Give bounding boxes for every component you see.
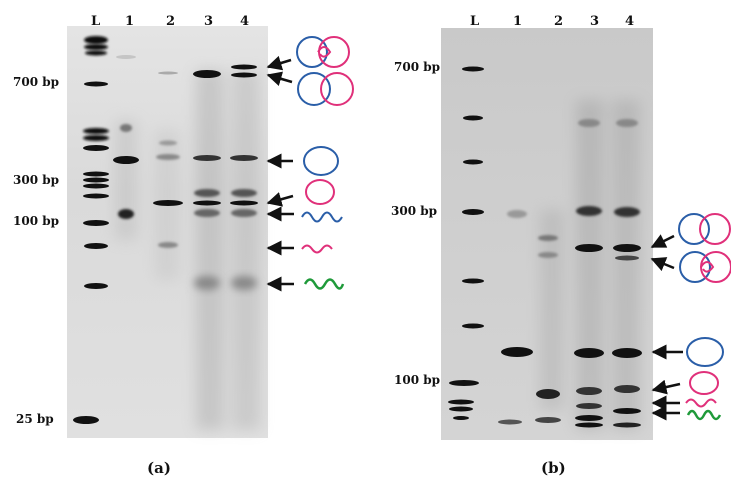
lane-label-a-1: 1 (125, 14, 135, 29)
lane-3-bands-b (574, 119, 604, 428)
panel-caption-b: (b) (541, 459, 566, 477)
arrow-a-2 (266, 71, 293, 86)
lane-label-a-2: 2 (166, 14, 176, 29)
arrow-b-4 (651, 379, 681, 395)
size-marker-a-25: 25 bp (16, 412, 54, 426)
magenta-circle-icon-b (689, 371, 719, 395)
size-marker-b-100: 100 bp (394, 373, 441, 387)
arrows-b (650, 234, 683, 421)
lane-label-a-3: 3 (204, 14, 214, 29)
blue-wave-icon-a (301, 211, 343, 223)
green-wave-icon-b (686, 409, 722, 421)
interlocked-rings-icon-b2 (679, 251, 731, 283)
lane-2-bands-b (535, 235, 561, 423)
catenane-rings-icon-b1 (678, 213, 731, 245)
size-marker-a-300: 300 bp (13, 173, 60, 187)
lane-label-b-3: 3 (590, 14, 600, 29)
panel-caption-a: (a) (147, 459, 171, 477)
interlocked-rings-icon-a1 (296, 36, 350, 68)
arrow-a-4 (266, 192, 294, 207)
lane-smears-a (115, 70, 260, 430)
size-marker-a-700: 700 bp (13, 75, 60, 89)
lane-label-a-L: L (91, 14, 101, 29)
arrow-b-2 (650, 257, 675, 272)
lane-label-b-1: 1 (513, 14, 523, 29)
lane-2-bands-a (153, 71, 183, 248)
lane-3-bands-a (193, 70, 221, 290)
magenta-circle-icon-a (305, 179, 335, 205)
lane-label-a-4: 4 (240, 14, 250, 29)
blue-circle-icon-b (686, 337, 724, 367)
size-marker-a-100: 100 bp (13, 214, 60, 228)
lane-label-b-4: 4 (625, 14, 635, 29)
lane-1-bands-b (498, 210, 533, 425)
size-marker-b-300: 300 bp (391, 204, 438, 218)
green-wave-icon-a (303, 278, 345, 290)
blue-circle-icon-a (303, 146, 339, 176)
magenta-wave-icon-b (685, 398, 717, 408)
catenane-rings-icon-a2 (297, 72, 354, 106)
lane-4-bands-a (230, 64, 258, 290)
ladder-bands-a (73, 36, 109, 424)
lane-1-bands-a (113, 55, 139, 219)
ladder-bands-b (448, 66, 484, 420)
lane-label-b-L: L (470, 14, 480, 29)
size-marker-b-700: 700 bp (394, 60, 441, 74)
arrow-a-1 (266, 55, 292, 71)
lane-4-bands-b (612, 119, 642, 428)
lane-label-b-2: 2 (554, 14, 564, 29)
arrows-a (266, 55, 294, 292)
arrow-b-1 (650, 234, 675, 249)
lane-smears-b (540, 100, 640, 430)
magenta-wave-icon-a (301, 244, 333, 254)
